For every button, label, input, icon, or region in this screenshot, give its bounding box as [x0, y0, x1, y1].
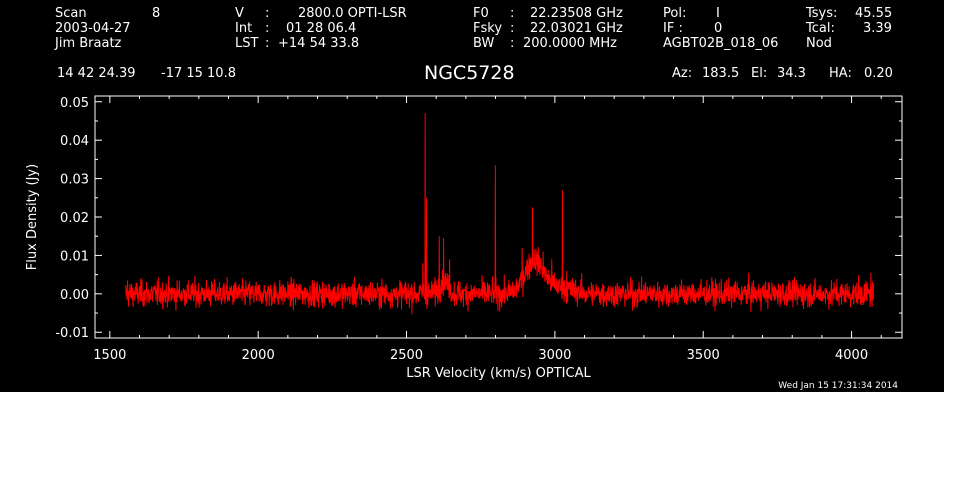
hour-angle-label: HA: [829, 66, 852, 81]
fsky-label: Fsky [473, 21, 503, 36]
azimuth-value: 183.5 [702, 66, 740, 81]
right-ascension: 14 42 24.39 [57, 66, 136, 81]
elevation-value: 34.3 [777, 66, 806, 81]
y-tick-label: 0.01 [60, 249, 89, 264]
hour-angle-value: 0.20 [864, 66, 893, 81]
tsys-label: Tsys: [806, 6, 838, 21]
y-tick-label: 0.04 [60, 134, 89, 149]
project-id: AGBT02B_018_06 [663, 36, 779, 51]
spectrum-chart: 1500 2000 2500 3000 3500 4000 -0.01 0.00 0.01 0.0… [25, 95, 903, 381]
y-tick-label: 0.02 [60, 211, 89, 226]
y-tick-label: 0.03 [60, 173, 89, 188]
spectrum-trace [125, 113, 875, 315]
observation-date: 2003-04-27 [55, 21, 131, 36]
velocity-label: V [235, 6, 244, 21]
x-tick-label: 1500 [93, 348, 126, 363]
if-label: IF : [663, 21, 683, 36]
integration-separator: : [265, 21, 270, 36]
bandwidth-label: BW [473, 36, 495, 51]
polarization-label: Pol: [663, 6, 687, 21]
x-tick-label: 4000 [835, 348, 868, 363]
tcal-label: Tcal: [806, 21, 835, 36]
plot-timestamp: Wed Jan 15 17:31:34 2014 [778, 381, 898, 391]
declination: -17 15 10.8 [161, 66, 236, 81]
bandwidth-value: 200.0000 MHz [523, 36, 617, 51]
fsky-separator: : [510, 21, 515, 36]
y-tick-label: 0.05 [60, 96, 89, 111]
velocity-separator: : [265, 6, 270, 21]
if-value: 0 [714, 21, 723, 36]
source-name: NGC5728 [424, 62, 515, 84]
x-tick-label: 2000 [242, 348, 275, 363]
velocity-value: 2800.0 OPTI-LSR [298, 6, 407, 21]
lst-label: LST [235, 36, 259, 51]
y-tick-label: 0.00 [60, 288, 89, 303]
lst-separator: : [265, 36, 270, 51]
x-tick-label: 3500 [687, 348, 720, 363]
fsky-value: 22.03021 GHz [530, 21, 623, 36]
scan-value: 8 [152, 6, 161, 21]
f0-value: 22.23508 GHz [530, 6, 623, 21]
y-tick-label: -0.01 [55, 326, 89, 341]
y-axis-label: Flux Density (Jy) [25, 164, 40, 270]
integration-value: 01 28 06.4 [286, 21, 357, 36]
lst-value: +14 54 33.8 [278, 36, 360, 51]
elevation-label: El: [751, 66, 768, 81]
f0-label: F0 [473, 6, 489, 21]
plot-window: Scan 8 2003-04-27 Jim Braatz V : 2800.0 … [0, 0, 944, 392]
azimuth-label: Az: [672, 66, 693, 81]
x-tick-label: 2500 [390, 348, 423, 363]
x-axis-label: LSR Velocity (km/s) OPTICAL [406, 366, 591, 381]
scan-label: Scan [55, 6, 87, 21]
bandwidth-separator: : [510, 36, 515, 51]
observing-mode: Nod [806, 36, 832, 51]
tcal-value: 3.39 [863, 21, 892, 36]
x-tick-label: 3000 [538, 348, 571, 363]
f0-separator: : [510, 6, 515, 21]
integration-label: Int [235, 21, 253, 36]
observer-name: Jim Braatz [55, 36, 122, 51]
polarization-value: I [716, 6, 720, 21]
tsys-value: 45.55 [855, 6, 893, 21]
